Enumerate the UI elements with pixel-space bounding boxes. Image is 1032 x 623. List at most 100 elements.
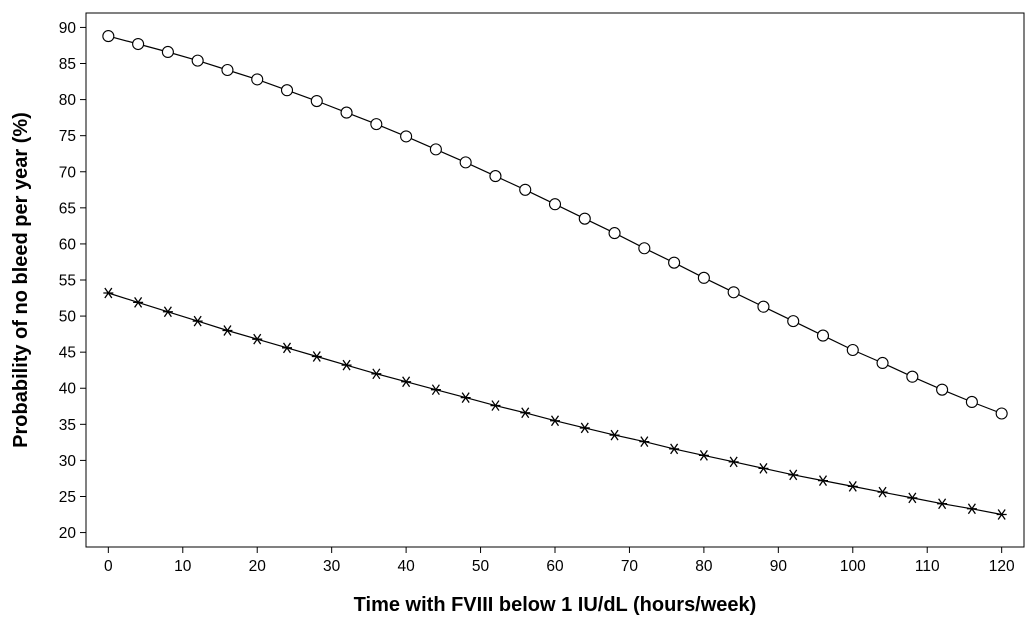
data-point-circle bbox=[757, 300, 770, 313]
data-point-circle bbox=[489, 170, 502, 183]
y-tick-label: 55 bbox=[59, 273, 76, 290]
data-point-circle bbox=[548, 198, 562, 211]
y-axis: 20 25 30 35 40 45 50 55 60 65 70 75 80 85 90 bbox=[59, 20, 86, 542]
data-point-circle bbox=[459, 156, 472, 169]
data-point-asterisk bbox=[579, 422, 590, 434]
data-point-circle bbox=[370, 118, 383, 131]
data-point-asterisk bbox=[103, 287, 114, 299]
data-point-asterisk bbox=[490, 400, 501, 411]
data-point-circle bbox=[578, 212, 591, 225]
data-point-circle bbox=[906, 370, 919, 383]
data-point-circle bbox=[876, 356, 889, 370]
data-point-asterisk bbox=[788, 469, 799, 481]
data-point-asterisk bbox=[728, 456, 739, 468]
y-tick-label: 70 bbox=[59, 164, 77, 181]
data-point-circle bbox=[668, 256, 681, 269]
series-2-line bbox=[108, 292, 1002, 516]
y-tick-label: 45 bbox=[59, 345, 76, 362]
x-tick-label: 50 bbox=[472, 558, 490, 575]
data-point-circle bbox=[608, 227, 621, 240]
series-1 bbox=[102, 30, 1008, 420]
data-point-asterisk bbox=[877, 486, 888, 498]
data-point-asterisk bbox=[966, 503, 977, 515]
data-point-asterisk bbox=[550, 415, 560, 427]
data-point-circle bbox=[132, 37, 145, 51]
plot-frame bbox=[85, 12, 1025, 548]
data-point-asterisk bbox=[698, 449, 709, 461]
series-2 bbox=[103, 287, 1007, 520]
data-point-asterisk bbox=[758, 462, 769, 474]
y-tick-label: 25 bbox=[59, 489, 76, 506]
x-tick-label: 0 bbox=[104, 558, 113, 575]
data-point-circle bbox=[816, 329, 830, 342]
data-point-asterisk bbox=[996, 509, 1007, 520]
y-tick-label: 65 bbox=[59, 200, 76, 217]
x-tick-label: 100 bbox=[840, 558, 866, 575]
x-tick-label: 110 bbox=[915, 558, 940, 575]
data-point-circle bbox=[519, 183, 532, 196]
data-point-asterisk bbox=[907, 492, 918, 504]
y-tick-label: 50 bbox=[59, 309, 77, 326]
data-point-asterisk bbox=[371, 368, 382, 380]
data-point-asterisk bbox=[460, 392, 471, 403]
data-point-asterisk bbox=[401, 376, 412, 388]
series-1-line bbox=[108, 35, 1002, 415]
x-tick-label: 80 bbox=[695, 558, 713, 575]
data-point-asterisk bbox=[430, 384, 441, 396]
data-point-circle bbox=[965, 395, 978, 409]
data-point-asterisk bbox=[520, 407, 531, 419]
data-point-circle bbox=[340, 106, 353, 119]
data-point-circle bbox=[846, 343, 859, 357]
data-point-asterisk bbox=[252, 333, 263, 345]
data-point-circle bbox=[400, 130, 413, 143]
data-point-asterisk bbox=[341, 359, 352, 371]
y-tick-label: 90 bbox=[59, 20, 77, 37]
data-point-asterisk bbox=[669, 443, 680, 455]
data-point-asterisk bbox=[311, 351, 322, 362]
data-point-asterisk bbox=[847, 481, 858, 492]
x-tick-label: 60 bbox=[546, 558, 564, 575]
x-tick-label: 70 bbox=[621, 558, 639, 575]
series-layer bbox=[102, 30, 1008, 520]
data-point-asterisk bbox=[818, 475, 828, 486]
data-point-circle bbox=[429, 143, 442, 156]
x-tick-label: 90 bbox=[770, 558, 788, 575]
y-tick-label: 85 bbox=[59, 56, 76, 73]
data-point-asterisk bbox=[282, 342, 292, 354]
x-axis-title: Time with FVIII below 1 IU/dL (hours/wee… bbox=[354, 594, 757, 616]
data-point-asterisk bbox=[162, 306, 173, 318]
y-tick-label: 75 bbox=[59, 128, 76, 145]
x-tick-label: 40 bbox=[397, 558, 415, 575]
data-point-circle bbox=[191, 54, 204, 67]
data-point-asterisk bbox=[192, 315, 203, 327]
data-point-circle bbox=[727, 286, 740, 299]
data-point-circle bbox=[787, 315, 800, 328]
y-tick-label: 40 bbox=[59, 381, 77, 398]
data-point-asterisk bbox=[222, 325, 233, 336]
x-tick-label: 30 bbox=[323, 558, 341, 575]
data-point-circle bbox=[310, 94, 323, 108]
data-point-circle bbox=[102, 30, 115, 43]
x-tick-label: 120 bbox=[989, 558, 1015, 575]
y-tick-label: 30 bbox=[59, 453, 77, 470]
data-point-circle bbox=[251, 73, 264, 86]
data-point-circle bbox=[638, 242, 651, 255]
data-point-asterisk bbox=[609, 429, 620, 441]
data-point-circle bbox=[221, 63, 234, 77]
y-tick-label: 60 bbox=[59, 236, 77, 253]
data-point-circle bbox=[995, 407, 1008, 420]
y-tick-label: 35 bbox=[59, 417, 76, 434]
data-point-asterisk bbox=[639, 436, 650, 448]
x-tick-label: 10 bbox=[174, 558, 192, 575]
data-point-circle bbox=[936, 383, 949, 396]
data-point-circle bbox=[280, 84, 294, 97]
y-axis-title: Probability of no bleed per year (%) bbox=[10, 112, 32, 448]
data-point-asterisk bbox=[937, 498, 948, 510]
x-tick-label: 20 bbox=[249, 558, 267, 575]
x-axis: 0 10 20 30 40 50 60 70 80 90 100 110 120 bbox=[104, 547, 1015, 575]
y-tick-label: 20 bbox=[59, 525, 77, 542]
y-tick-label: 80 bbox=[59, 92, 77, 109]
data-point-circle bbox=[161, 45, 174, 59]
data-point-asterisk bbox=[133, 296, 144, 308]
